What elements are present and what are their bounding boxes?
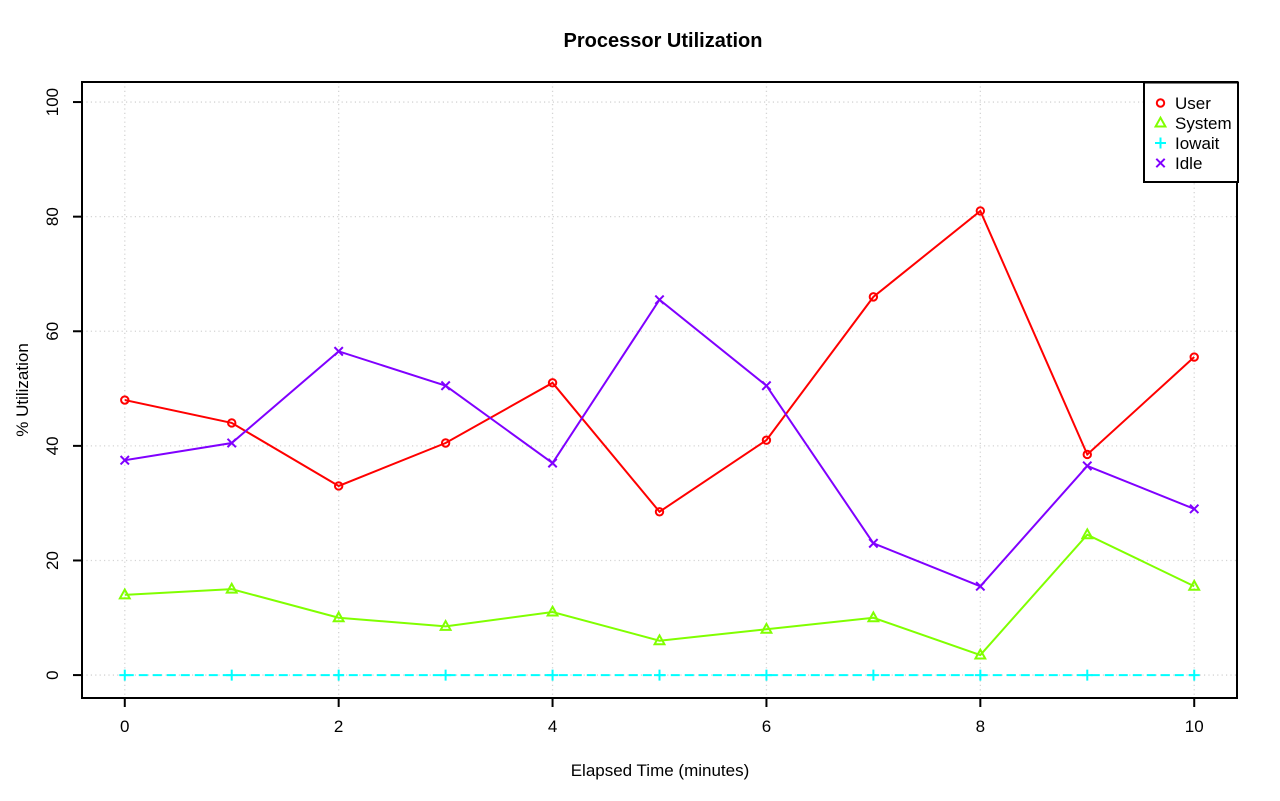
series-point-user-0 (120, 395, 130, 405)
series-point-user-7 (868, 292, 879, 302)
series-point-idle-5 (654, 294, 665, 305)
series-point-system-0 (118, 587, 132, 600)
series-point-user-3 (440, 438, 451, 448)
series-point-user-10 (1189, 352, 1199, 362)
series-point-system-1 (225, 581, 239, 594)
series-point-iowait-10 (1188, 669, 1200, 681)
legend-item-idle: Idle (1155, 154, 1202, 173)
series-point-iowait-3 (440, 669, 452, 681)
plus-icon (1155, 137, 1166, 149)
series-point-idle-4 (547, 458, 558, 468)
series-point-user-1 (227, 418, 237, 428)
y-tick-label-60: 60 (43, 322, 62, 341)
series-point-user-2 (333, 481, 344, 491)
x-tick-label-2: 2 (334, 717, 343, 736)
series-point-system-5 (652, 633, 667, 646)
x-tick-label-10: 10 (1185, 717, 1204, 736)
y-tick-label-0: 0 (43, 670, 62, 679)
y-axis-label: % Utilization (13, 343, 32, 437)
x-tick-label-6: 6 (762, 717, 771, 736)
series-point-idle-0 (119, 455, 130, 466)
series-point-iowait-4 (547, 669, 559, 681)
series-point-iowait-1 (226, 669, 238, 681)
series-point-system-4 (545, 604, 560, 617)
series-point-system-3 (439, 619, 453, 631)
series-point-iowait-0 (119, 669, 131, 681)
series-point-idle-3 (440, 380, 451, 391)
series-point-user-8 (975, 206, 986, 216)
x-tick-label-4: 4 (548, 717, 557, 736)
series-point-user-5 (654, 507, 665, 517)
x-tick-label-0: 0 (120, 717, 129, 736)
chart-title: Processor Utilization (564, 30, 763, 52)
grid-layer (82, 82, 1237, 698)
x-axis-label: Elapsed Time (minutes) (571, 761, 750, 780)
series-line-system (124, 533, 1195, 657)
series-point-system-10 (1187, 578, 1201, 591)
series-point-user-4 (547, 378, 558, 388)
y-tick-label-20: 20 (43, 551, 62, 570)
series-point-idle-7 (868, 538, 879, 549)
y-tick-label-80: 80 (43, 207, 62, 226)
series-point-user-9 (1082, 449, 1092, 460)
legend-item-user: User (1155, 94, 1211, 113)
legend-item-iowait: Iowait (1155, 134, 1220, 153)
series-point-system-7 (866, 610, 880, 623)
series-point-iowait-9 (1081, 669, 1093, 681)
y-tick-label-40: 40 (43, 436, 62, 455)
series-point-idle-9 (1082, 461, 1093, 471)
series-point-idle-2 (333, 346, 344, 357)
series-line-user (124, 209, 1195, 514)
series-point-system-2 (332, 610, 346, 623)
legend-label-iowait: Iowait (1175, 134, 1220, 153)
circle-icon (1155, 98, 1166, 108)
series-point-iowait-5 (654, 669, 665, 681)
series-point-idle-1 (226, 438, 237, 448)
series-point-user-6 (761, 435, 772, 445)
plot-border (81, 81, 1238, 699)
series-point-system-6 (759, 621, 774, 634)
series-point-idle-8 (975, 581, 986, 592)
series-point-iowait-2 (333, 669, 345, 681)
series-point-system-9 (1080, 527, 1094, 540)
series-layer (118, 206, 1201, 681)
x-icon (1155, 158, 1166, 168)
legend-label-system: System (1175, 114, 1232, 133)
series-point-idle-6 (761, 380, 772, 391)
x-tick-label-8: 8 (976, 717, 985, 736)
series-point-iowait-7 (867, 669, 879, 681)
legend-label-user: User (1175, 94, 1211, 113)
series-line-idle (124, 298, 1195, 588)
series-point-system-8 (973, 647, 987, 660)
legend-label-idle: Idle (1175, 154, 1202, 173)
legend-item-system: System (1153, 114, 1232, 133)
triangle-icon (1153, 115, 1168, 128)
series-point-idle-10 (1189, 503, 1200, 514)
series-point-iowait-8 (974, 669, 986, 681)
y-tick-label-100: 100 (43, 88, 62, 116)
series-point-iowait-6 (760, 669, 772, 681)
